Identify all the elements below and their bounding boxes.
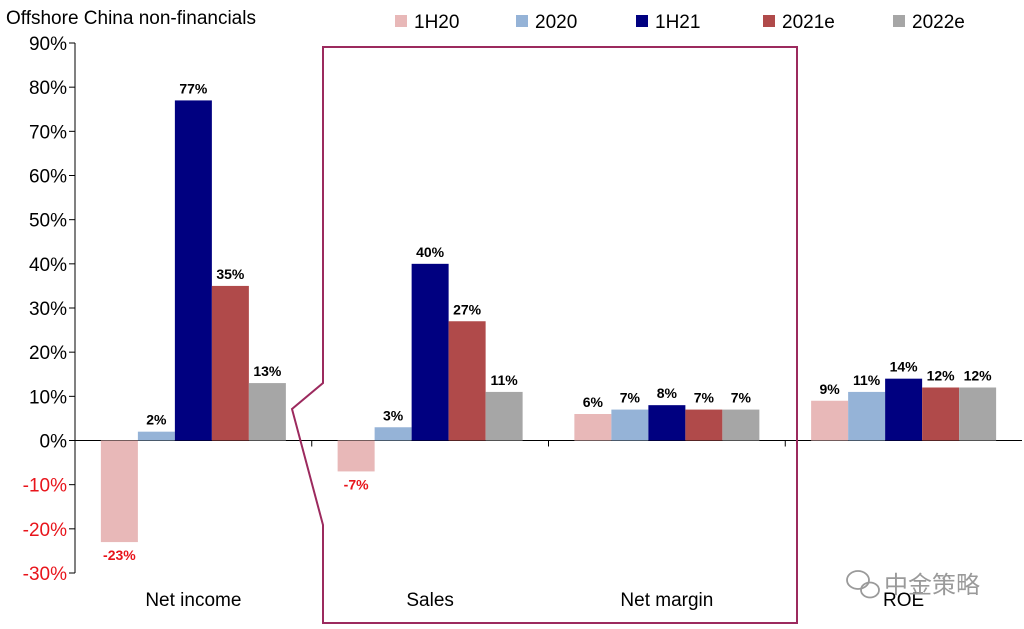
data-label: 7% [620,390,641,406]
bar-1h20-net-margin [574,414,612,441]
bar-2021e-net-margin [685,409,723,441]
y-tick-label: 60% [29,167,67,188]
bar-2021e-roe [922,387,960,441]
legend-label-2022e: 2022e [912,12,965,33]
y-tick-label: 40% [29,255,67,276]
bar-1h20-net-income [100,440,138,543]
bar-2022e-sales [485,391,523,441]
legend-label-1h20: 1H20 [414,12,459,33]
legend-label-2021e: 2021e [782,12,835,33]
chart-title: Offshore China non-financials [6,8,256,29]
bars-layer [100,100,997,543]
data-label: 27% [453,301,482,317]
y-tick-label: -20% [23,520,67,541]
data-label: 6% [583,394,604,410]
data-label: 77% [179,80,208,96]
data-label: 11% [853,372,881,388]
bar-1h21-roe [885,378,923,441]
bar-1h21-net-income [174,100,212,441]
watermark-text: 中金策略 [884,572,980,599]
highlight-callout-box [290,46,798,624]
wechat-logo-icon [846,570,880,599]
legend-swatch-1h21 [636,15,648,27]
data-label: 8% [657,385,678,401]
legend-label-1h21: 1H21 [655,12,700,33]
bar-1h20-sales [337,440,375,472]
data-label: -7% [344,476,369,492]
y-tick-label: -30% [23,564,67,585]
legend-swatch-2020 [516,15,528,27]
y-tick-label: 90% [29,34,67,55]
bar-2020-roe [848,391,886,441]
y-tick-label: 80% [29,78,67,99]
data-label: 2% [146,412,167,428]
category-label-sales: Sales [406,590,454,611]
data-labels-layer: -23% 2% 77% 35% 13% -7% 3% 40% 27% 11% 6% 7% 8% 7% 7% 9… [103,80,992,563]
bar-2021e-sales [448,321,486,441]
legend-swatch-2022e [893,15,905,27]
bar-1h20-roe [811,400,849,441]
y-tick-label: 0% [40,432,68,453]
bar-2021e-net-income [211,285,249,441]
y-tick-label: -10% [23,476,67,497]
bar-2020-sales [374,427,412,441]
data-label: -23% [103,547,136,563]
data-label: 14% [890,359,919,375]
data-label: 7% [694,390,715,406]
legend-swatch-1h20 [395,15,407,27]
bar-1h21-net-margin [648,405,686,441]
watermark: 中金策略 [846,570,980,599]
legend-label-2020: 2020 [535,12,577,33]
bar-2020-net-income [137,431,175,441]
data-label: 12% [927,368,956,384]
bar-2022e-net-income [248,383,286,441]
category-label-net-margin: Net margin [620,590,713,611]
legend: 1H20 2020 1H21 2021e 2022e [395,12,965,33]
legend-swatch-2021e [763,15,775,27]
data-label: 35% [216,266,245,282]
category-label-net-income: Net income [145,590,241,611]
y-tick-label: 30% [29,299,67,320]
data-label: 12% [964,368,993,384]
data-label: 3% [383,407,404,423]
category-labels: Net income Sales Net margin ROE [145,590,924,611]
y-axis: 90% 80% 70% 60% 50% 40% 30% 20% 10% 0% -10% -20% -30… [23,34,1022,585]
bar-2022e-roe [959,387,997,441]
bar-1h21-sales [411,263,449,441]
y-tick-label: 20% [29,343,67,364]
category-label-roe: ROE [883,590,924,611]
y-tick-label: 70% [29,122,67,143]
data-label: 9% [820,381,841,397]
data-label: 13% [253,363,282,379]
bar-2022e-net-margin [722,409,760,441]
bar-2020-net-margin [611,409,649,441]
data-label: 7% [731,390,752,406]
y-tick-label: 50% [29,211,67,232]
data-label: 40% [416,244,445,260]
data-label: 11% [491,372,519,388]
y-tick-label: 10% [29,387,67,408]
